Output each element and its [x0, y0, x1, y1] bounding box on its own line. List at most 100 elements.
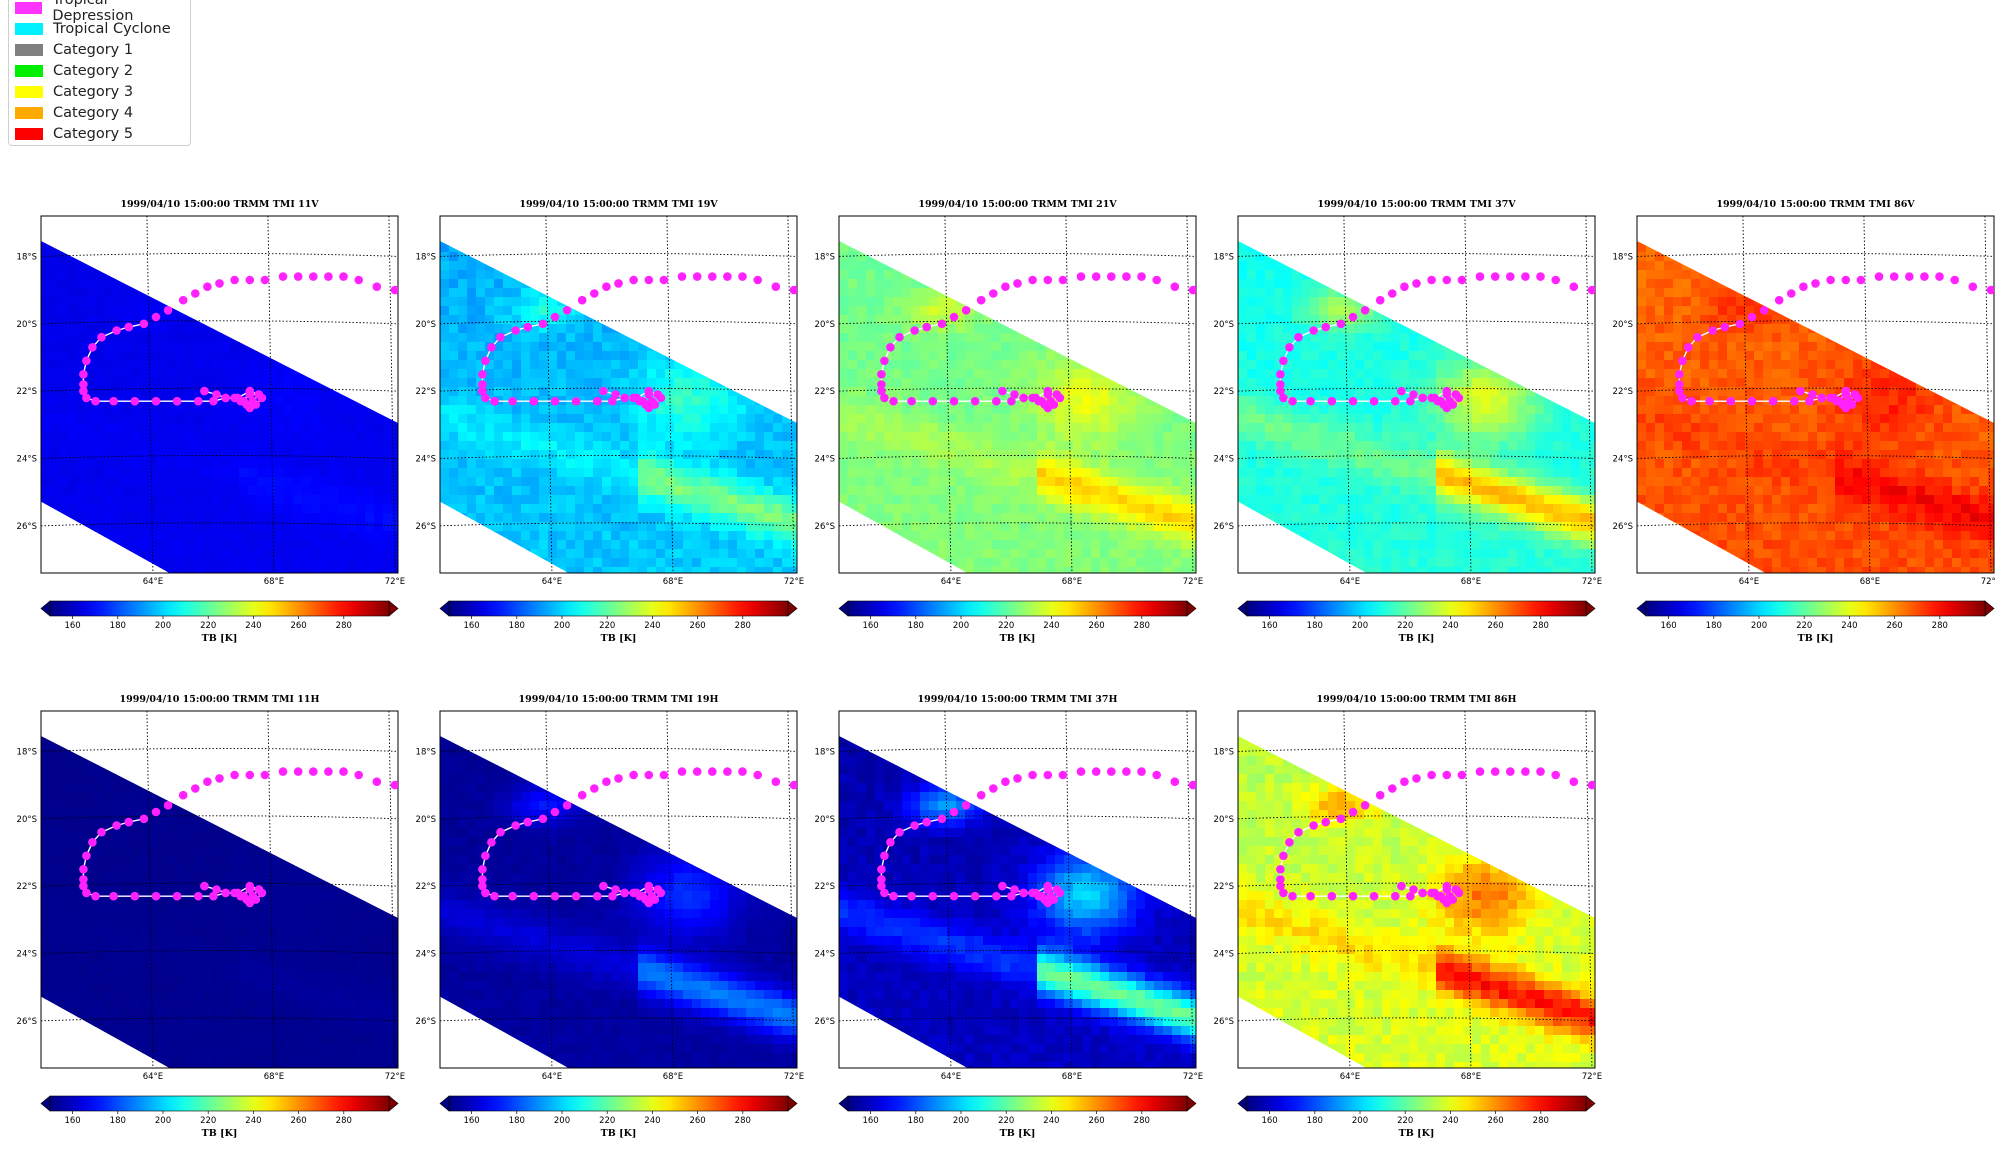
track-point: [1406, 891, 1415, 901]
track-point: [614, 774, 623, 783]
track-point: [1427, 770, 1436, 780]
track-point: [1076, 767, 1086, 776]
track-point: [1551, 275, 1560, 285]
track-point: [523, 817, 532, 827]
lat-label: 26°S: [815, 1017, 835, 1027]
lat-label: 20°S: [17, 815, 37, 825]
colorbar-min-arrow: [439, 1095, 450, 1112]
lat-gridline: [41, 522, 398, 527]
track-point: [1276, 865, 1285, 874]
lat-gridline: [440, 815, 797, 820]
track-point: [1490, 767, 1500, 776]
track-point: [260, 770, 270, 780]
legend-item: Category 1: [15, 39, 133, 60]
lat-label: 18°S: [815, 252, 835, 262]
lat-label: 22°S: [17, 882, 37, 892]
track-point: [1091, 272, 1101, 281]
track-point: [590, 289, 599, 298]
lon-label: 64°E: [143, 577, 163, 587]
lat-label: 22°S: [416, 387, 436, 397]
lat-gridline: [1238, 747, 1595, 752]
track-point: [245, 386, 255, 396]
track-point: [1675, 370, 1684, 379]
colorbar-tick-label: 160: [64, 1116, 80, 1126]
graticule: [839, 711, 1196, 1068]
track-point: [1536, 767, 1545, 776]
track-point: [928, 396, 938, 406]
track-point: [877, 386, 886, 396]
track-point: [877, 370, 886, 379]
track-point: [1445, 891, 1455, 901]
track-point: [1551, 770, 1560, 780]
track-point: [1001, 777, 1010, 786]
lon-label: 68°E: [663, 1072, 683, 1082]
colorbar: 160 180 200 220 240 260 280 TB [K]: [1237, 600, 1596, 644]
lat-label: 18°S: [1214, 252, 1234, 262]
track-point: [928, 891, 938, 901]
colorbar-gradient: [847, 1095, 1188, 1112]
track-point: [1935, 272, 1944, 281]
colorbar-label: TB [K]: [1000, 633, 1036, 644]
colorbar-tick-label: 240: [1442, 1116, 1458, 1126]
track-point: [1279, 851, 1288, 861]
colorbar-label: TB [K]: [601, 1128, 637, 1139]
lat-label: 20°S: [1214, 815, 1234, 825]
legend-swatch: [15, 106, 43, 119]
track-point: [1409, 885, 1418, 894]
track-point: [1019, 393, 1028, 403]
lon-gridline: [267, 711, 275, 1068]
lat-gridline: [41, 455, 398, 459]
track-point: [753, 770, 762, 780]
track-point: [577, 790, 587, 800]
colorbar-tick-label: 160: [64, 621, 80, 631]
colorbar-tick-label: 260: [689, 621, 705, 631]
legend-label: Tropical Cyclone: [53, 20, 171, 37]
colorbar-tick-label: 160: [862, 1116, 878, 1126]
lat-label: 26°S: [17, 522, 37, 532]
track-point: [293, 272, 303, 281]
track-line: [880, 323, 1061, 409]
lon-gridline: [1343, 216, 1351, 573]
storm-track: [478, 272, 797, 413]
track-point: [1043, 275, 1053, 285]
track-point: [1046, 891, 1056, 901]
track-point: [109, 891, 118, 901]
track-point: [1327, 891, 1337, 901]
panel-title: 1999/04/10 15:00:00 TRMM TMI 19V: [519, 199, 718, 210]
track-point: [949, 807, 959, 817]
lat-gridline: [440, 252, 797, 257]
lat-gridline: [41, 252, 398, 257]
track-point: [538, 319, 548, 329]
lat-label: 26°S: [416, 1017, 436, 1027]
track-point: [309, 767, 318, 776]
track-point: [130, 396, 140, 406]
colorbar-tick-label: 260: [1487, 621, 1503, 631]
track-point: [508, 891, 517, 901]
track-point: [1457, 275, 1467, 285]
track-point: [324, 767, 333, 776]
track-point: [82, 393, 91, 403]
track-point: [82, 851, 91, 861]
track-point: [550, 807, 560, 817]
track-point: [212, 885, 221, 894]
track-point: [989, 289, 998, 298]
track-point: [496, 332, 505, 342]
track-point: [1107, 272, 1116, 281]
lon-label: 68°E: [264, 577, 284, 587]
colorbar-tick-label: 280: [1932, 621, 1948, 631]
track-point: [1001, 282, 1010, 292]
lat-gridline: [41, 882, 398, 887]
colorbar: 160 180 200 220 240 260 280 TB [K]: [838, 600, 1197, 644]
track-point: [194, 396, 203, 406]
track-point: [1850, 390, 1860, 399]
lat-gridline: [41, 1017, 398, 1022]
lat-label: 22°S: [815, 882, 835, 892]
lon-label: 72°E: [1582, 1072, 1602, 1082]
colorbar-label: TB [K]: [1798, 633, 1834, 644]
track-point: [611, 390, 620, 399]
track-point: [481, 393, 490, 403]
legend-swatch: [15, 22, 43, 35]
track-point: [1841, 386, 1851, 396]
lon-gridline: [1186, 711, 1194, 1068]
